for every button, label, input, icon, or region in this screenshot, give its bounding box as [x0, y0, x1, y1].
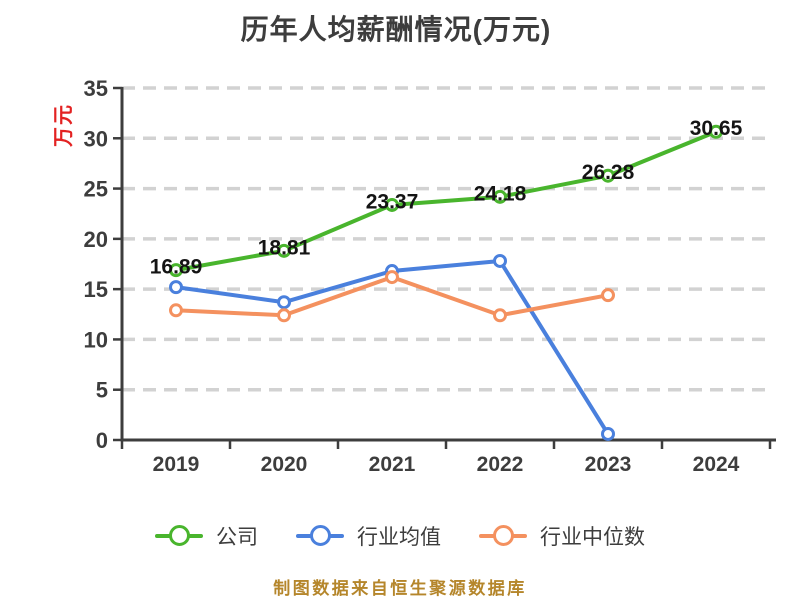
legend-item-industry-avg: 行业均值 [296, 521, 441, 551]
series-0-marker [709, 124, 723, 139]
series-line-0 [174, 129, 718, 273]
industry-avg-series-marker-icon [296, 524, 344, 548]
series-2-marker [493, 308, 507, 323]
y-tick-label-35: 35 [84, 76, 108, 101]
y-tick-label-5: 5 [96, 378, 108, 403]
series-0-marker [601, 168, 615, 183]
series-0-marker [385, 197, 399, 212]
series-0-marker [493, 189, 507, 204]
series-1-marker [601, 426, 615, 441]
x-tick-label-2019: 2019 [153, 453, 200, 476]
x-tick-label-2020: 2020 [261, 453, 308, 476]
legend-item-company: 公司 [155, 521, 258, 551]
series-2-marker [169, 303, 183, 318]
y-tick-label-30: 30 [84, 126, 108, 151]
y-tick-label-0: 0 [96, 428, 108, 453]
series-2-marker [385, 270, 399, 285]
company-series-marker-icon [155, 524, 203, 548]
point-label-16.89: 16.89 [150, 256, 203, 279]
point-label-18.81: 18.81 [258, 236, 311, 259]
y-tick-label-10: 10 [84, 327, 108, 352]
y-tick-label-25: 25 [84, 177, 108, 202]
point-label-24.18: 24.18 [474, 182, 527, 205]
x-tick-label-2023: 2023 [585, 453, 632, 476]
data-source-note: 制图数据来自恒生聚源数据库 [273, 579, 527, 598]
point-label-26.28: 26.28 [582, 161, 635, 184]
series-2-marker [277, 308, 291, 323]
x-tick-label-2021: 2021 [369, 453, 416, 476]
series-1-marker [277, 295, 291, 310]
y-tick-label-15: 15 [84, 277, 108, 302]
series-0-marker [169, 263, 183, 278]
y-tick-label-20: 20 [84, 227, 108, 252]
series-1-marker [493, 253, 507, 268]
legend: 公司 行业均值 行业中位数 [0, 521, 800, 551]
x-tick-label-2022: 2022 [477, 453, 524, 476]
legend-item-industry-median: 行业中位数 [479, 521, 645, 551]
series-1-marker [169, 280, 183, 295]
series-2-marker [601, 288, 615, 303]
legend-label-industry-median: 行业中位数 [540, 526, 645, 549]
x-tick-label-2024: 2024 [693, 453, 740, 476]
series-0-marker [277, 243, 291, 258]
point-label-30.65: 30.65 [690, 117, 743, 140]
point-label-23.37: 23.37 [366, 190, 419, 213]
chart-title: 历年人均薪酬情况(万元) [240, 14, 552, 45]
industry-median-series-marker-icon [479, 524, 527, 548]
legend-label-industry-avg: 行业均值 [357, 526, 441, 549]
series-line-1 [174, 258, 610, 436]
legend-label-company: 公司 [216, 526, 258, 549]
